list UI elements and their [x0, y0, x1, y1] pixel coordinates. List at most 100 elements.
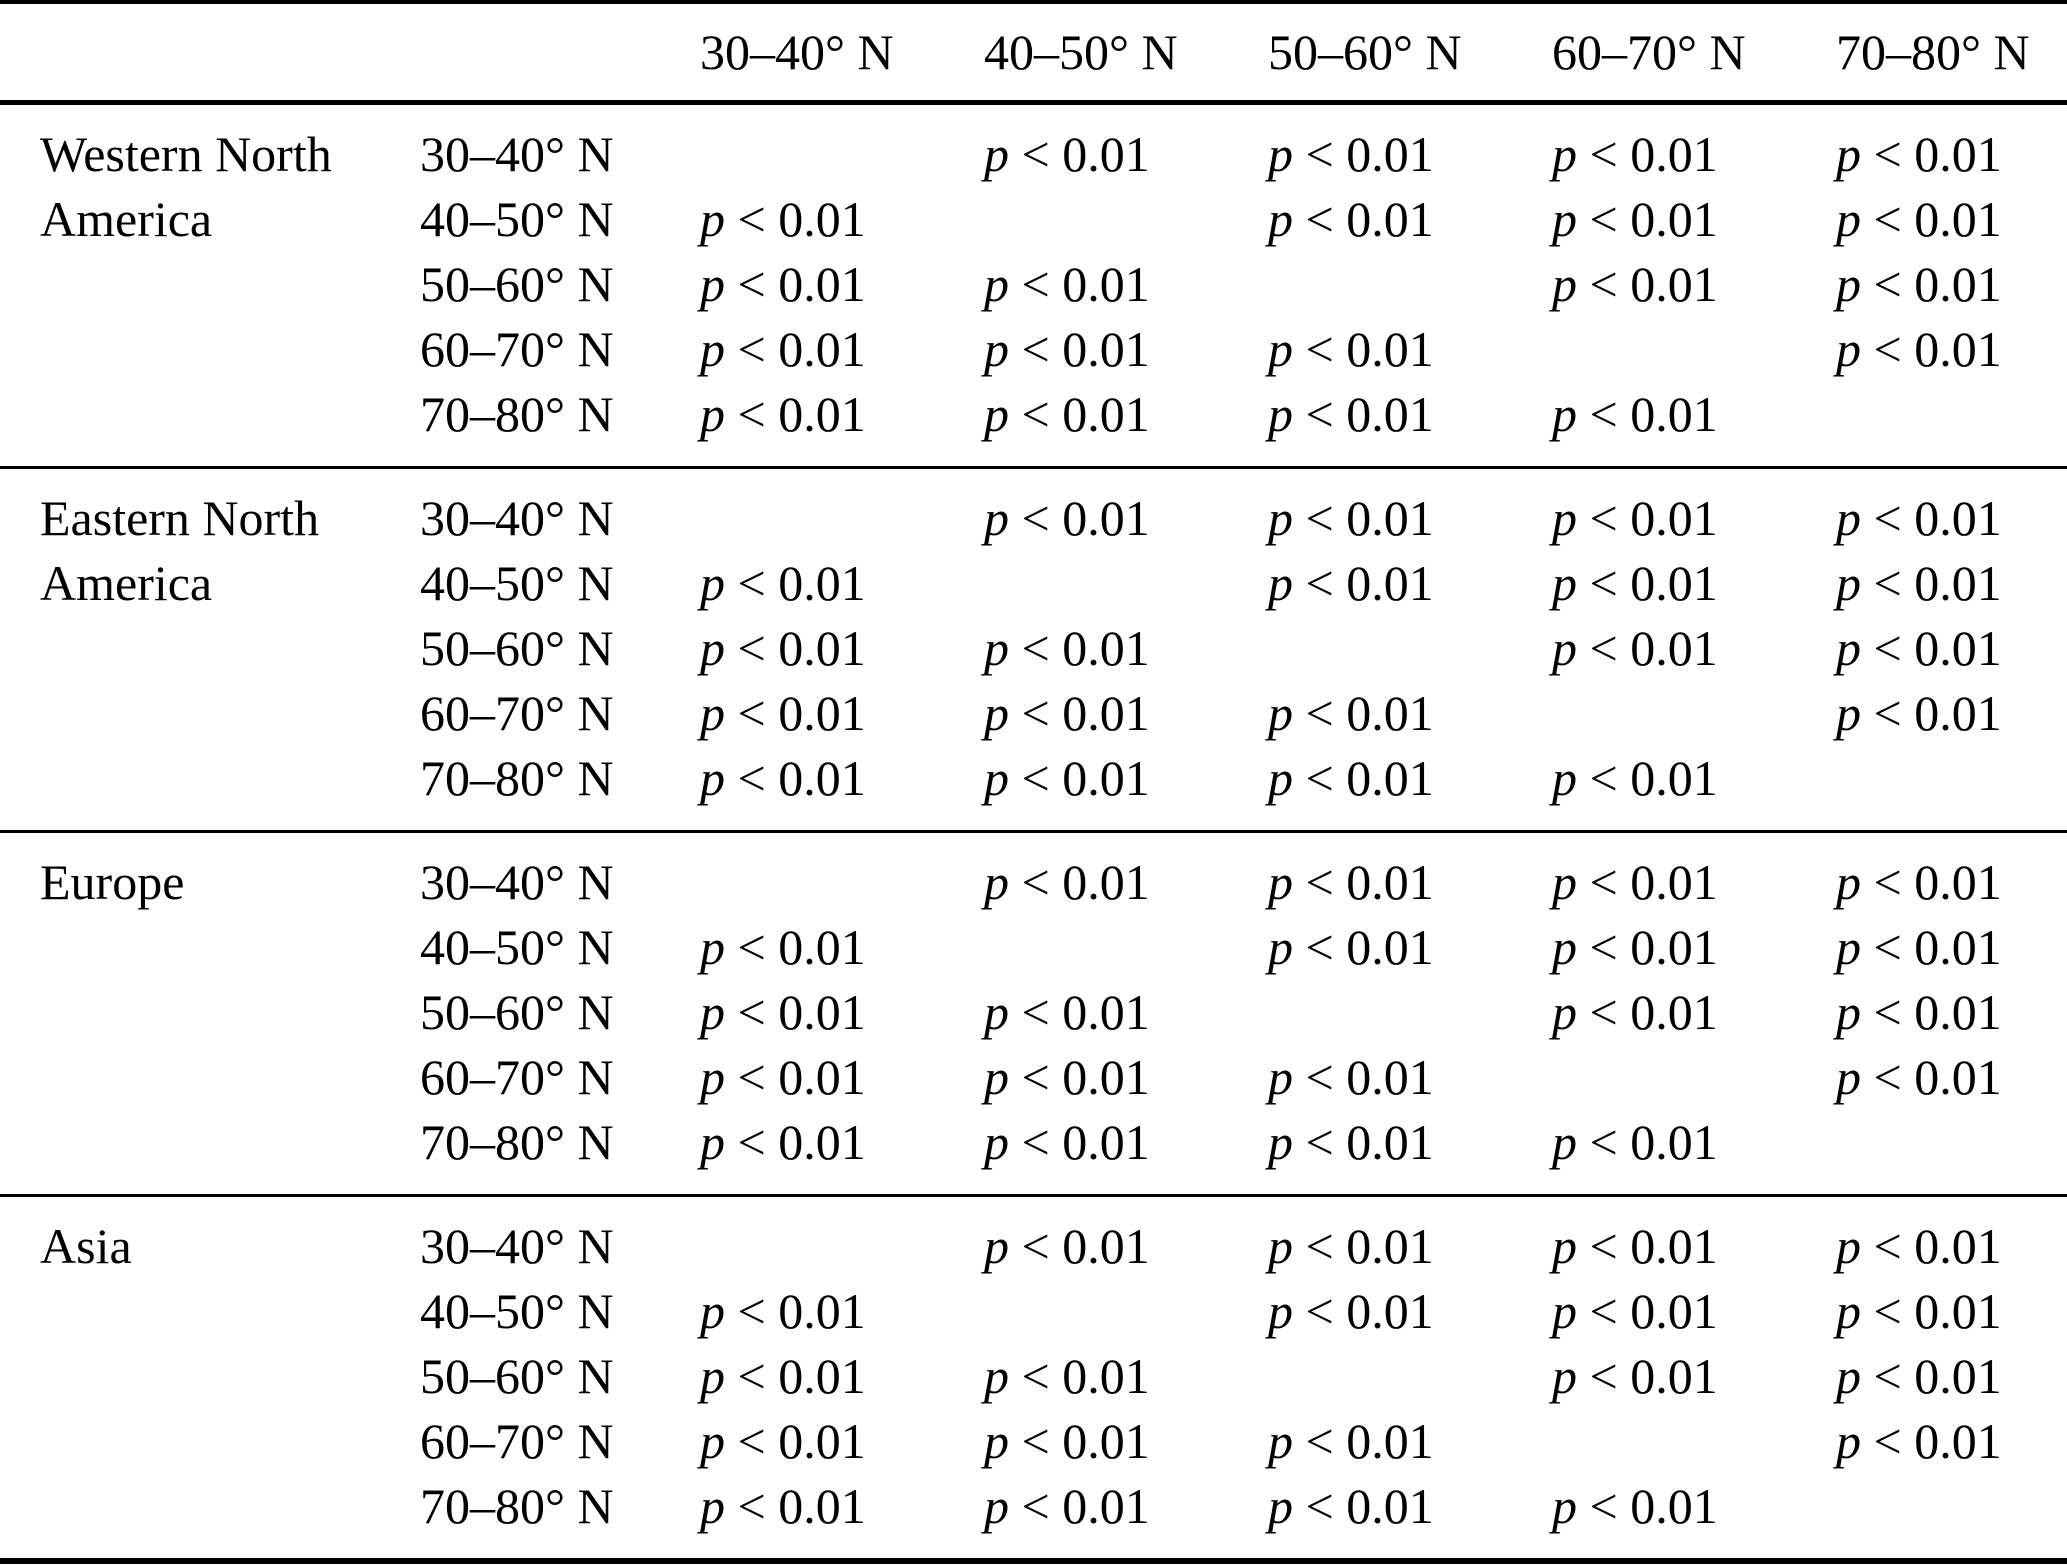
empty-cell: [700, 832, 984, 915]
p-value-cell: p < 0.01: [700, 1048, 866, 1105]
row-label: 60–70° N: [420, 320, 614, 377]
region-name-line: [40, 914, 385, 979]
table-header: 30–40° N 40–50° N 50–60° N 60–70° N 70–8…: [0, 2, 2067, 103]
empty-cell: [1552, 1408, 1836, 1473]
p-value-cell: p < 0.01: [1836, 684, 2002, 741]
p-value-cell: p < 0.01: [1552, 1347, 1718, 1404]
p-value-cell: p < 0.01: [984, 1412, 1150, 1469]
column-header: 40–50° N: [984, 24, 1178, 80]
table-row: 50–60° N p < 0.01 p < 0.01 p < 0.01 p < …: [0, 251, 2067, 316]
p-value-cell: p < 0.01: [1268, 125, 1434, 182]
p-value-cell: p < 0.01: [700, 1282, 866, 1339]
empty-cell: [984, 914, 1268, 979]
p-value-cell: p < 0.01: [700, 983, 866, 1040]
row-label: 50–60° N: [420, 619, 614, 676]
table-row: 40–50° N p < 0.01 p < 0.01 p < 0.01 p < …: [0, 186, 2067, 251]
p-value-cell: p < 0.01: [1268, 190, 1434, 247]
row-label: 60–70° N: [420, 684, 614, 741]
region-label: Europe: [0, 832, 385, 1196]
empty-cell: [1268, 1343, 1552, 1408]
header-row: 30–40° N 40–50° N 50–60° N 60–70° N 70–8…: [0, 2, 2067, 103]
p-value-cell: p < 0.01: [1552, 619, 1718, 676]
empty-cell: [1268, 979, 1552, 1044]
p-value-cell: p < 0.01: [700, 918, 866, 975]
p-value-cell: p < 0.01: [984, 853, 1150, 910]
empty-cell: [700, 103, 984, 187]
table-row: 70–80° N p < 0.01 p < 0.01 p < 0.01 p < …: [0, 381, 2067, 468]
table-row: 50–60° N p < 0.01 p < 0.01 p < 0.01 p < …: [0, 1343, 2067, 1408]
p-value-cell: p < 0.01: [1268, 385, 1434, 442]
region-name-line: America: [40, 190, 213, 247]
row-label: 40–50° N: [420, 554, 614, 611]
table-row: 40–50° N p < 0.01 p < 0.01 p < 0.01 p < …: [0, 1278, 2067, 1343]
p-value-cell: p < 0.01: [1836, 190, 2002, 247]
column-header: 50–60° N: [1268, 24, 1462, 80]
empty-cell: [1836, 1109, 2067, 1196]
p-value-cell: p < 0.01: [1552, 1217, 1718, 1274]
p-value-cell: p < 0.01: [984, 1113, 1150, 1170]
p-value-cell: p < 0.01: [1268, 749, 1434, 806]
empty-cell: [700, 468, 984, 551]
row-label: 30–40° N: [420, 1217, 614, 1274]
p-value-cell: p < 0.01: [984, 684, 1150, 741]
p-value-cell: p < 0.01: [984, 125, 1150, 182]
p-value-cell: p < 0.01: [1268, 1282, 1434, 1339]
table-row: 60–70° N p < 0.01 p < 0.01 p < 0.01 p < …: [0, 1408, 2067, 1473]
p-value-cell: p < 0.01: [1552, 190, 1718, 247]
table-row: Eastern North America 30–40° N p < 0.01 …: [0, 468, 2067, 608]
empty-cell: [984, 1278, 1268, 1343]
row-label: 70–80° N: [420, 749, 614, 806]
p-value-cell: p < 0.01: [984, 1217, 1150, 1274]
table-row: 70–80° N p < 0.01 p < 0.01 p < 0.01 p < …: [0, 1473, 2067, 1561]
region-block-europe: Europe 30–40° N p < 0.01 p < 0.01 p < 0.…: [0, 831, 2067, 1196]
region-block-asia: Asia 30–40° N p < 0.01 p < 0.01 p < 0.01…: [0, 1195, 2067, 1562]
p-value-cell: p < 0.01: [1552, 255, 1718, 312]
p-value-cell: p < 0.01: [984, 320, 1150, 377]
region-name-line: Eastern North: [40, 489, 320, 546]
p-value-cell: p < 0.01: [1836, 554, 2002, 611]
p-value-cell: p < 0.01: [700, 554, 866, 611]
row-label: 50–60° N: [420, 983, 614, 1040]
p-value-cell: p < 0.01: [700, 1477, 866, 1534]
p-value-cell: p < 0.01: [1836, 255, 2002, 312]
p-value-cell: p < 0.01: [1552, 125, 1718, 182]
p-value-cell: p < 0.01: [1268, 1113, 1434, 1170]
p-value-cell: p < 0.01: [1836, 1347, 2002, 1404]
empty-cell: [984, 186, 1268, 251]
p-value-cell: p < 0.01: [700, 684, 866, 741]
empty-cell: [700, 1196, 984, 1279]
p-value-cell: p < 0.01: [700, 619, 866, 676]
row-label: 40–50° N: [420, 190, 614, 247]
p-value-cell: p < 0.01: [1836, 983, 2002, 1040]
row-label: 50–60° N: [420, 255, 614, 312]
p-value-cell: p < 0.01: [1552, 918, 1718, 975]
row-label: 70–80° N: [420, 1113, 614, 1170]
p-value-cell: p < 0.01: [700, 1347, 866, 1404]
column-header: 30–40° N: [700, 24, 894, 80]
table-row: 70–80° N p < 0.01 p < 0.01 p < 0.01 p < …: [0, 745, 2067, 832]
row-label: 70–80° N: [420, 1477, 614, 1534]
corner-cell: [0, 2, 385, 103]
p-value-cell: p < 0.01: [984, 983, 1150, 1040]
p-value-cell: p < 0.01: [984, 1048, 1150, 1105]
region-name-line: Asia: [40, 1217, 132, 1274]
p-value-cell: p < 0.01: [700, 320, 866, 377]
empty-cell: [1268, 251, 1552, 316]
table-row: Western North America 30–40° N p < 0.01 …: [0, 103, 2067, 244]
empty-cell: [1552, 1044, 1836, 1109]
table-row: Europe 30–40° N p < 0.01 p < 0.01 p < 0.…: [0, 832, 2067, 915]
p-value-cell: p < 0.01: [1552, 749, 1718, 806]
row-label: 60–70° N: [420, 1048, 614, 1105]
p-value-cell: p < 0.01: [1836, 320, 2002, 377]
region-label: Eastern North America: [0, 468, 385, 832]
p-value-cell: p < 0.01: [1552, 1282, 1718, 1339]
region-label: Asia: [0, 1196, 385, 1562]
table-row: 70–80° N p < 0.01 p < 0.01 p < 0.01 p < …: [0, 1109, 2067, 1196]
p-value-cell: p < 0.01: [984, 255, 1150, 312]
p-value-cell: p < 0.01: [1836, 1217, 2002, 1274]
row-label: 40–50° N: [420, 1282, 614, 1339]
empty-cell: [1836, 381, 2067, 468]
p-value-cell: p < 0.01: [1836, 1048, 2002, 1105]
p-value-cell: p < 0.01: [984, 1477, 1150, 1534]
